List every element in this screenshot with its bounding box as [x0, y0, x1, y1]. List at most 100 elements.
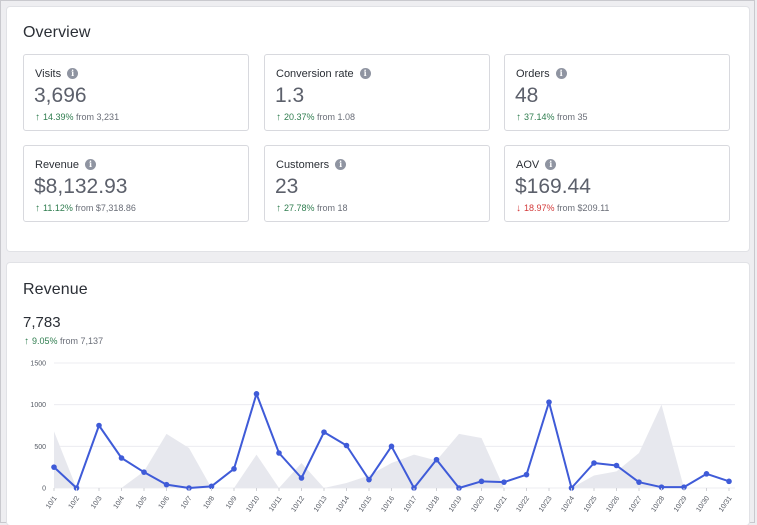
metric-label-text: Revenue	[35, 159, 80, 171]
data-point	[141, 469, 147, 475]
metric-label-text: AOV	[516, 159, 540, 171]
metric-card-revenue: Revenue i $8,132.93 ↑ 11.12% from $7,318.86	[23, 145, 249, 222]
metric-change-from: from $209.11	[557, 203, 610, 213]
metric-label: Conversion rate i	[276, 68, 371, 80]
x-tick-label: 10/17	[403, 495, 419, 513]
y-tick-label: 0	[42, 486, 46, 493]
data-point	[523, 471, 530, 478]
x-tick-label: 10/11	[268, 495, 284, 513]
revenue-total: 7,783	[23, 314, 61, 331]
x-tick-label: 10/6	[158, 495, 172, 510]
x-tick-label: 10/1	[45, 495, 59, 510]
x-tick-label: 10/29	[673, 495, 689, 513]
previous-period-area	[54, 404, 729, 488]
x-tick-label: 10/21	[493, 495, 509, 513]
revenue-change-from: from 7,137	[60, 336, 104, 346]
data-point	[726, 478, 732, 485]
x-tick-label: 10/12	[290, 495, 306, 513]
data-point	[636, 479, 642, 485]
metric-label-text: Orders	[516, 68, 550, 80]
data-point	[298, 475, 305, 481]
metric-change-from: from 1.08	[317, 112, 356, 122]
metric-value: 48	[515, 84, 539, 107]
info-icon[interactable]: i	[359, 68, 371, 79]
metric-change-pct: 11.12%	[43, 203, 73, 213]
metric-change: ↑ 37.14% from 35	[516, 112, 588, 123]
y-tick-label: 500	[34, 444, 46, 451]
arrow-up-icon: ↑	[276, 203, 281, 214]
metric-label: Customers i	[276, 159, 347, 171]
x-tick-label: 10/19	[448, 495, 464, 513]
revenue-chart: 0 500 1000 1500 10/1 10/2 10/3 10/4 10/5 10/6 10/7…	[30, 361, 735, 514]
data-point	[703, 471, 710, 477]
metric-change: ↑ 27.78% from 18	[276, 203, 348, 214]
x-tick-label: 10/3	[90, 495, 104, 510]
metric-change-pct: 27.78%	[284, 203, 315, 213]
info-icon[interactable]: i	[545, 159, 557, 170]
metric-label: Visits i	[35, 68, 79, 80]
x-tick-label: 10/18	[425, 495, 441, 513]
arrow-up-icon: ↑	[24, 336, 29, 347]
metric-change-from: from 35	[557, 112, 588, 122]
data-point	[478, 478, 485, 485]
metric-value: $8,132.93	[34, 175, 128, 198]
data-point	[253, 391, 260, 397]
info-icon[interactable]: i	[555, 68, 567, 79]
metric-change-pct: 37.14%	[524, 112, 555, 122]
info-icon[interactable]: i	[67, 68, 79, 79]
metric-change-pct: 14.39%	[43, 112, 74, 122]
x-tick-label: 10/7	[180, 495, 194, 510]
x-tick-label: 10/28	[650, 495, 666, 513]
data-point	[321, 429, 327, 435]
x-tick-label: 10/13	[313, 495, 329, 513]
metric-label-text: Visits	[35, 68, 62, 80]
info-icon[interactable]: i	[85, 159, 97, 170]
x-tick-label: 10/5	[135, 495, 149, 510]
y-tick-label: 1000	[30, 402, 46, 409]
x-tick-label: 10/4	[113, 495, 127, 510]
data-point	[96, 422, 102, 429]
arrow-up-icon: ↑	[35, 203, 40, 214]
metric-change-pct: 20.37%	[284, 112, 315, 122]
x-tick-label: 10/10	[245, 495, 261, 513]
revenue-panel: Revenue 7,783 ↑ 9.05% from 7,137 0 500 1000…	[7, 263, 749, 525]
x-tick-label: 10/14	[335, 495, 351, 513]
x-tick-label: 10/22	[515, 495, 531, 513]
x-tick-label: 10/20	[470, 495, 486, 513]
overview-title: Overview	[23, 24, 91, 41]
x-tick-label: 10/26	[605, 495, 621, 513]
metric-card-aov: AOV i $169.44 ↓ 18.97% from $209.11	[504, 145, 730, 222]
metric-change: ↑ 11.12% from $7,318.86	[35, 203, 136, 214]
arrow-up-icon: ↑	[276, 112, 281, 123]
x-tick-label: 10/15	[358, 495, 374, 513]
data-point	[366, 476, 372, 483]
metric-label: Orders i	[516, 68, 567, 80]
data-point	[681, 484, 687, 490]
metric-change: ↑ 14.39% from 3,231	[35, 112, 119, 123]
revenue-change: ↑ 9.05% from 7,137	[24, 336, 103, 347]
arrow-up-icon: ↑	[35, 112, 40, 123]
data-point	[276, 450, 282, 456]
data-point	[118, 455, 125, 461]
x-tick-label: 10/16	[380, 495, 396, 513]
data-point	[613, 462, 620, 469]
metric-label: Revenue i	[35, 159, 97, 171]
x-tick-label: 10/23	[538, 495, 554, 513]
metric-card-visits: Visits i 3,696 ↑ 14.39% from 3,231	[23, 54, 249, 131]
overview-panel: Overview Visits i 3,696 ↑ 14.39% from 3,231 C…	[7, 7, 749, 251]
revenue-change-pct: 9.05%	[32, 336, 58, 346]
data-point	[343, 442, 350, 449]
metric-label-text: Customers	[276, 159, 330, 171]
info-icon[interactable]: i	[335, 159, 347, 170]
data-point	[388, 443, 395, 450]
revenue-title: Revenue	[23, 281, 88, 298]
metric-value: 3,696	[34, 84, 87, 107]
data-point	[546, 399, 552, 405]
arrow-up-icon: ↑	[516, 112, 521, 123]
x-tick-label: 10/2	[68, 495, 82, 510]
metric-card-customers: Customers i 23 ↑ 27.78% from 18	[264, 145, 490, 222]
x-tick-label: 10/30	[695, 495, 711, 513]
metric-change: ↑ 20.37% from 1.08	[276, 112, 355, 123]
data-point	[433, 456, 440, 463]
data-point	[231, 466, 237, 472]
